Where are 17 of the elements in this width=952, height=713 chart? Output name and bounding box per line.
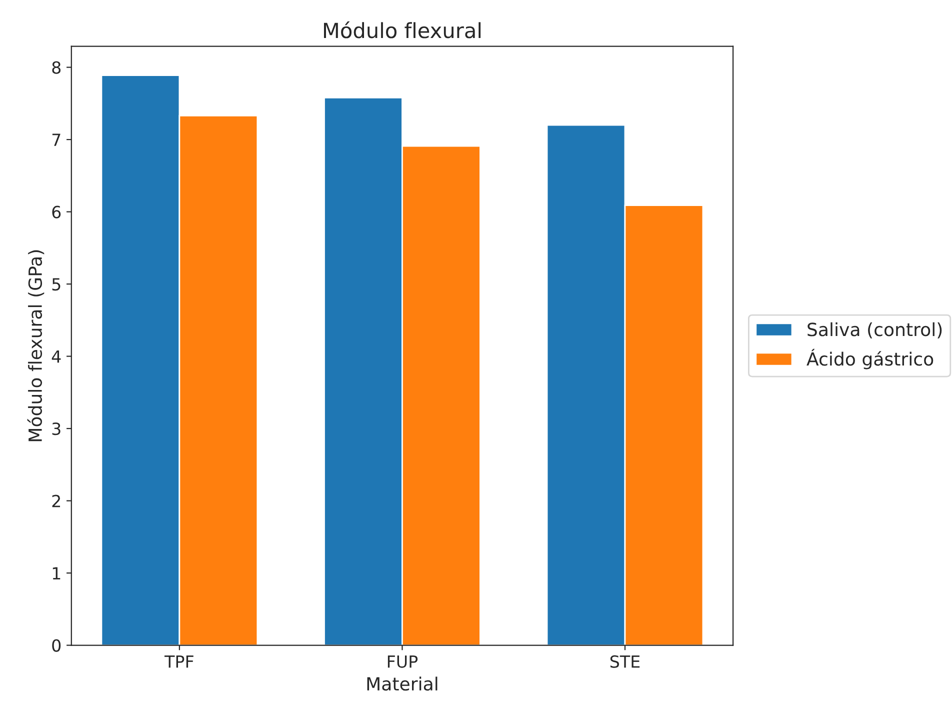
y-tick-label: 2 bbox=[52, 494, 60, 508]
legend-label: Saliva (control) bbox=[808, 322, 942, 338]
chart-title: Módulo flexural bbox=[324, 21, 481, 38]
y-tick-label: 3 bbox=[52, 422, 60, 436]
y-tick-label: 4 bbox=[52, 350, 61, 363]
y-tick-label: 1 bbox=[52, 567, 60, 580]
y-axis-title: Módulo flexural (GPa) bbox=[27, 250, 44, 442]
x-tick-label: FUP bbox=[388, 656, 418, 668]
y-tick-label: 6 bbox=[52, 206, 61, 218]
y-tick-label: 8 bbox=[52, 61, 61, 74]
y-tick-label: 5 bbox=[52, 278, 60, 291]
y-tick-label: 7 bbox=[52, 134, 60, 146]
y-tick-label: 0 bbox=[52, 639, 61, 652]
x-tick-label: TPF bbox=[164, 656, 194, 668]
x-axis-title: Material bbox=[367, 676, 438, 691]
legend-label: Ácido gástrico bbox=[806, 348, 934, 370]
x-tick-label: STE bbox=[610, 655, 640, 668]
